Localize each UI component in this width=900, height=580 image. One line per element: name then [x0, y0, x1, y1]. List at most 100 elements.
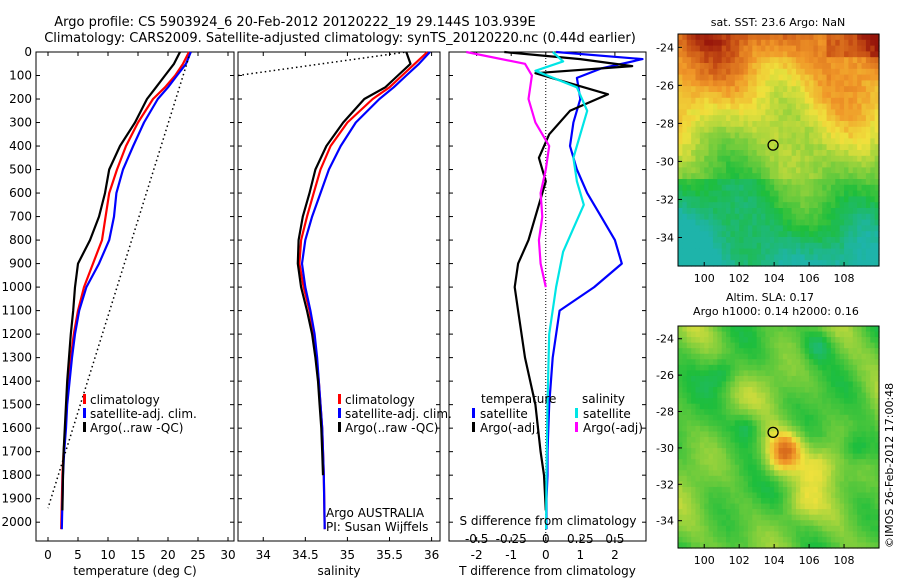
map-cell	[839, 242, 845, 250]
map-cell	[708, 398, 714, 405]
map-cell	[822, 387, 828, 394]
map-cell	[830, 68, 836, 76]
map-cell	[752, 331, 758, 338]
map-cell	[787, 342, 793, 349]
map-cell	[734, 337, 740, 344]
map-cell	[795, 525, 801, 532]
map-cell	[874, 68, 880, 76]
map-cell	[717, 442, 723, 449]
map-cell	[787, 542, 793, 549]
map-cell	[822, 453, 828, 460]
map-cell	[804, 437, 810, 444]
map-cell	[769, 392, 775, 399]
map-cell	[791, 425, 797, 433]
map-cell	[769, 542, 775, 549]
map-cell	[756, 184, 762, 192]
map-cell	[817, 34, 823, 41]
map-cell	[809, 492, 815, 499]
map-cell	[726, 542, 732, 549]
map-cell	[861, 525, 867, 532]
map-cell	[787, 381, 793, 388]
map-cell	[787, 425, 793, 433]
map-cell	[804, 409, 810, 416]
map-cell	[678, 115, 683, 122]
map-cell	[774, 39, 780, 47]
map-cell	[800, 514, 806, 521]
map-cell	[699, 208, 705, 215]
map-cell	[861, 331, 867, 338]
map-cell	[717, 109, 723, 116]
map-cell	[826, 398, 832, 405]
map-cell	[809, 208, 815, 215]
map-cell	[848, 202, 854, 209]
map-cell	[682, 431, 688, 438]
map-cell	[734, 184, 740, 192]
map-cell	[752, 179, 758, 186]
map-cell	[761, 254, 766, 261]
map-cell	[699, 150, 705, 157]
map-cell	[765, 213, 771, 221]
map-cell	[817, 184, 823, 192]
map-cell	[852, 536, 858, 544]
map-cell	[787, 364, 793, 371]
map-cell	[743, 219, 749, 226]
map-cell	[721, 167, 727, 174]
map-cell	[769, 525, 775, 532]
map-cell	[721, 503, 727, 510]
map-cell	[857, 150, 863, 157]
map-cell	[769, 173, 775, 180]
map-cell	[870, 34, 876, 41]
map-cell	[787, 121, 793, 128]
map-cell	[774, 498, 780, 505]
legend-label: satellite-adj. clim.	[90, 407, 197, 421]
map-cell	[747, 39, 753, 47]
map-cell	[747, 103, 753, 110]
map-cell	[795, 213, 801, 221]
map-cell	[739, 237, 745, 244]
legend-swatch-argo	[83, 422, 86, 432]
map-cell	[787, 51, 793, 58]
map-cell	[809, 381, 815, 388]
map-cell	[686, 425, 692, 433]
map-cell	[704, 525, 710, 532]
map-cell	[778, 331, 784, 338]
map-cell	[830, 409, 836, 416]
map-cell	[800, 260, 806, 267]
map-cell	[756, 459, 762, 466]
map-cell	[857, 219, 863, 226]
map-cell	[861, 231, 867, 238]
map-cell	[822, 481, 828, 488]
map-cell	[708, 403, 714, 410]
map-cell	[870, 509, 876, 516]
map-cell	[835, 470, 841, 477]
map-cell	[813, 364, 819, 371]
map-cell	[765, 260, 771, 267]
map-cell	[708, 63, 714, 70]
map-cell	[874, 437, 880, 444]
map-cell	[778, 503, 784, 510]
map-cell	[691, 514, 697, 521]
map-cell	[682, 531, 688, 538]
map-cell	[844, 453, 850, 460]
map-cell	[848, 392, 854, 399]
map-cell	[769, 481, 775, 488]
map-cell	[835, 213, 841, 221]
map-cell	[774, 331, 780, 338]
map-cell	[712, 179, 718, 186]
map-cell	[691, 359, 697, 366]
map-cell	[682, 414, 688, 421]
map-cell	[726, 51, 732, 58]
map-cell	[695, 520, 701, 527]
map-cell	[769, 387, 775, 394]
map-cell	[730, 520, 736, 527]
map-cell	[857, 453, 863, 460]
map-cell	[726, 364, 732, 371]
map-cell	[747, 470, 753, 477]
map-cell	[686, 359, 692, 366]
map-cell	[830, 475, 836, 482]
map-cell	[752, 68, 758, 76]
map-cell	[865, 97, 871, 105]
map-cell	[817, 531, 823, 538]
map-cell	[778, 109, 784, 116]
map-cell	[712, 161, 718, 168]
